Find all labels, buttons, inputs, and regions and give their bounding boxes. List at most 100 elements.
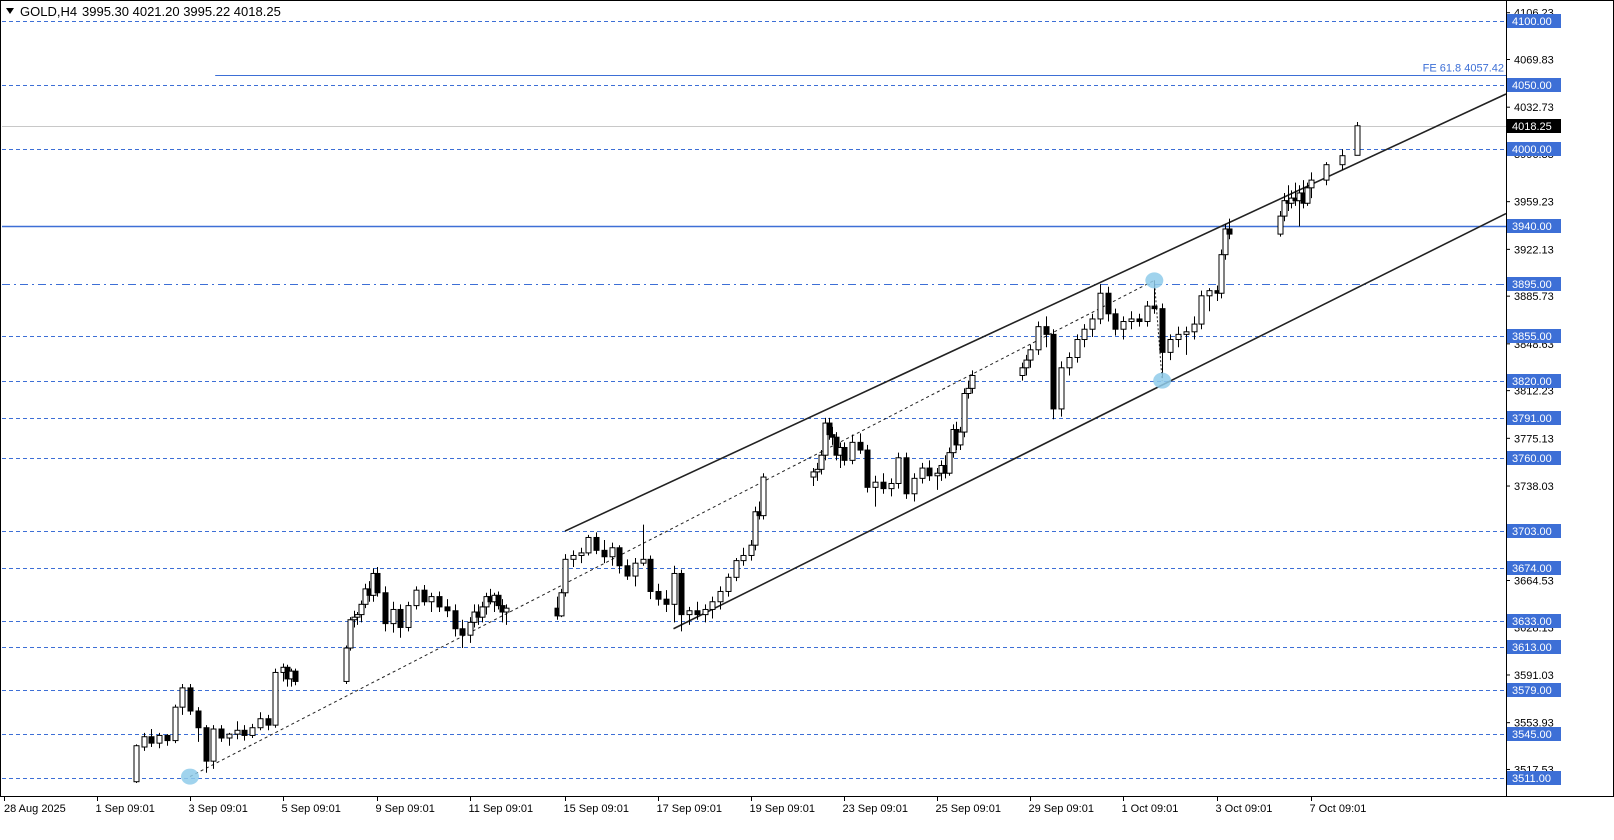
candle-body [343,647,350,682]
swing-connector [1153,280,1163,381]
level-label-3511.00: 3511.00 [1507,771,1561,785]
candle-body [725,576,732,592]
candle-52 [503,604,510,625]
candle-body [1304,187,1311,204]
candle-body [585,536,592,554]
level-label-bg [1507,142,1561,156]
candle-117 [1043,316,1050,348]
level-label-4100.00: 4100.00 [1507,14,1561,28]
candle-body [1112,313,1119,330]
current-price-label-bg [1507,119,1561,133]
candle-17 [265,714,272,731]
candle-body [632,562,639,577]
level-label-3545.00: 3545.00 [1507,727,1561,741]
candle-132 [1159,303,1166,379]
candle-body [382,592,389,625]
candle-41 [452,604,459,637]
symbol-label[interactable]: GOLD,H4 [20,4,77,19]
candle-body [686,610,693,616]
candle-69 [671,565,678,623]
candle-body [558,592,565,617]
candle-95 [872,475,879,507]
level-label-text: 3674.00 [1512,563,1552,575]
candle-body [911,477,918,495]
candle-body [1281,200,1288,217]
time-tick-label: 19 Sep 09:01 [750,803,815,815]
candle-37 [421,585,428,606]
candle-body [829,434,836,438]
candle-76 [725,573,732,597]
candle-82 [760,473,767,520]
candle-127 [1120,316,1127,340]
swing-marker-0[interactable] [181,768,199,785]
level-label-bg [1507,78,1561,92]
candle-88 [829,426,836,445]
candle-body [421,589,428,603]
candle-body [1066,357,1073,369]
candle-body [133,745,140,783]
candle-body [444,606,451,612]
time-tick-label: 9 Sep 09:01 [376,803,435,815]
candle-body [1323,164,1330,181]
candle-body [179,687,186,708]
candle-129 [1136,313,1143,327]
candle-body [880,481,887,490]
candle-body [748,544,755,556]
candle-60 [601,540,608,564]
level-label-3760.00: 3760.00 [1507,451,1561,465]
level-label-3674.00: 3674.00 [1507,561,1561,575]
candle-body [265,718,272,726]
candle-124 [1097,284,1104,325]
candle-body [1277,215,1284,235]
candle-13 [234,721,241,740]
symbol-dropdown-icon[interactable] [6,8,14,14]
candle-body [818,454,825,470]
candle-101 [919,462,926,484]
candle-body [187,687,194,712]
swing-marker-2[interactable] [1153,372,1172,389]
candle-body [864,449,871,488]
candle-body [961,393,968,433]
time-tick-label: 17 Sep 09:01 [657,803,722,815]
candlestick-series [133,122,1361,784]
candle-body [562,558,569,594]
candle-28 [362,583,369,609]
candle-39 [436,591,443,613]
candle-body [760,476,767,517]
level-label-bg [1507,614,1561,628]
candle-94 [864,444,871,493]
candle-142 [1226,218,1233,240]
level-label-text: 3940.00 [1512,221,1552,233]
level-label-bg [1507,14,1561,28]
candle-128 [1128,311,1135,330]
candle-150 [1304,182,1311,206]
price-tick-label: 3922.13 [1514,244,1554,256]
level-label-bg [1507,640,1561,654]
candle-78 [740,547,747,566]
level-label-bg [1507,411,1561,425]
candle-151 [1308,172,1315,199]
channel-lower-line[interactable] [673,212,1507,630]
level-label-3940.00: 3940.00 [1507,219,1561,233]
candle-43 [467,617,474,643]
channel-upper-line[interactable] [564,93,1507,532]
candle-96 [880,473,887,494]
candle-body [857,441,864,451]
candle-body [601,549,608,558]
candle-body [609,547,616,558]
price-channel [189,93,1507,778]
candle-body [203,727,210,762]
candle-body [354,614,361,618]
channel-mid-line[interactable] [189,279,1155,778]
candle-119 [1058,361,1065,417]
swing-marker-1[interactable] [1145,272,1164,289]
time-tick-label: 3 Oct 09:01 [1216,803,1273,815]
candle-130 [1144,300,1151,327]
candle-body [272,671,279,726]
candle-body [428,596,435,603]
candle-140 [1218,249,1225,299]
level-label-bg [1507,561,1561,575]
candle-137 [1198,290,1205,330]
